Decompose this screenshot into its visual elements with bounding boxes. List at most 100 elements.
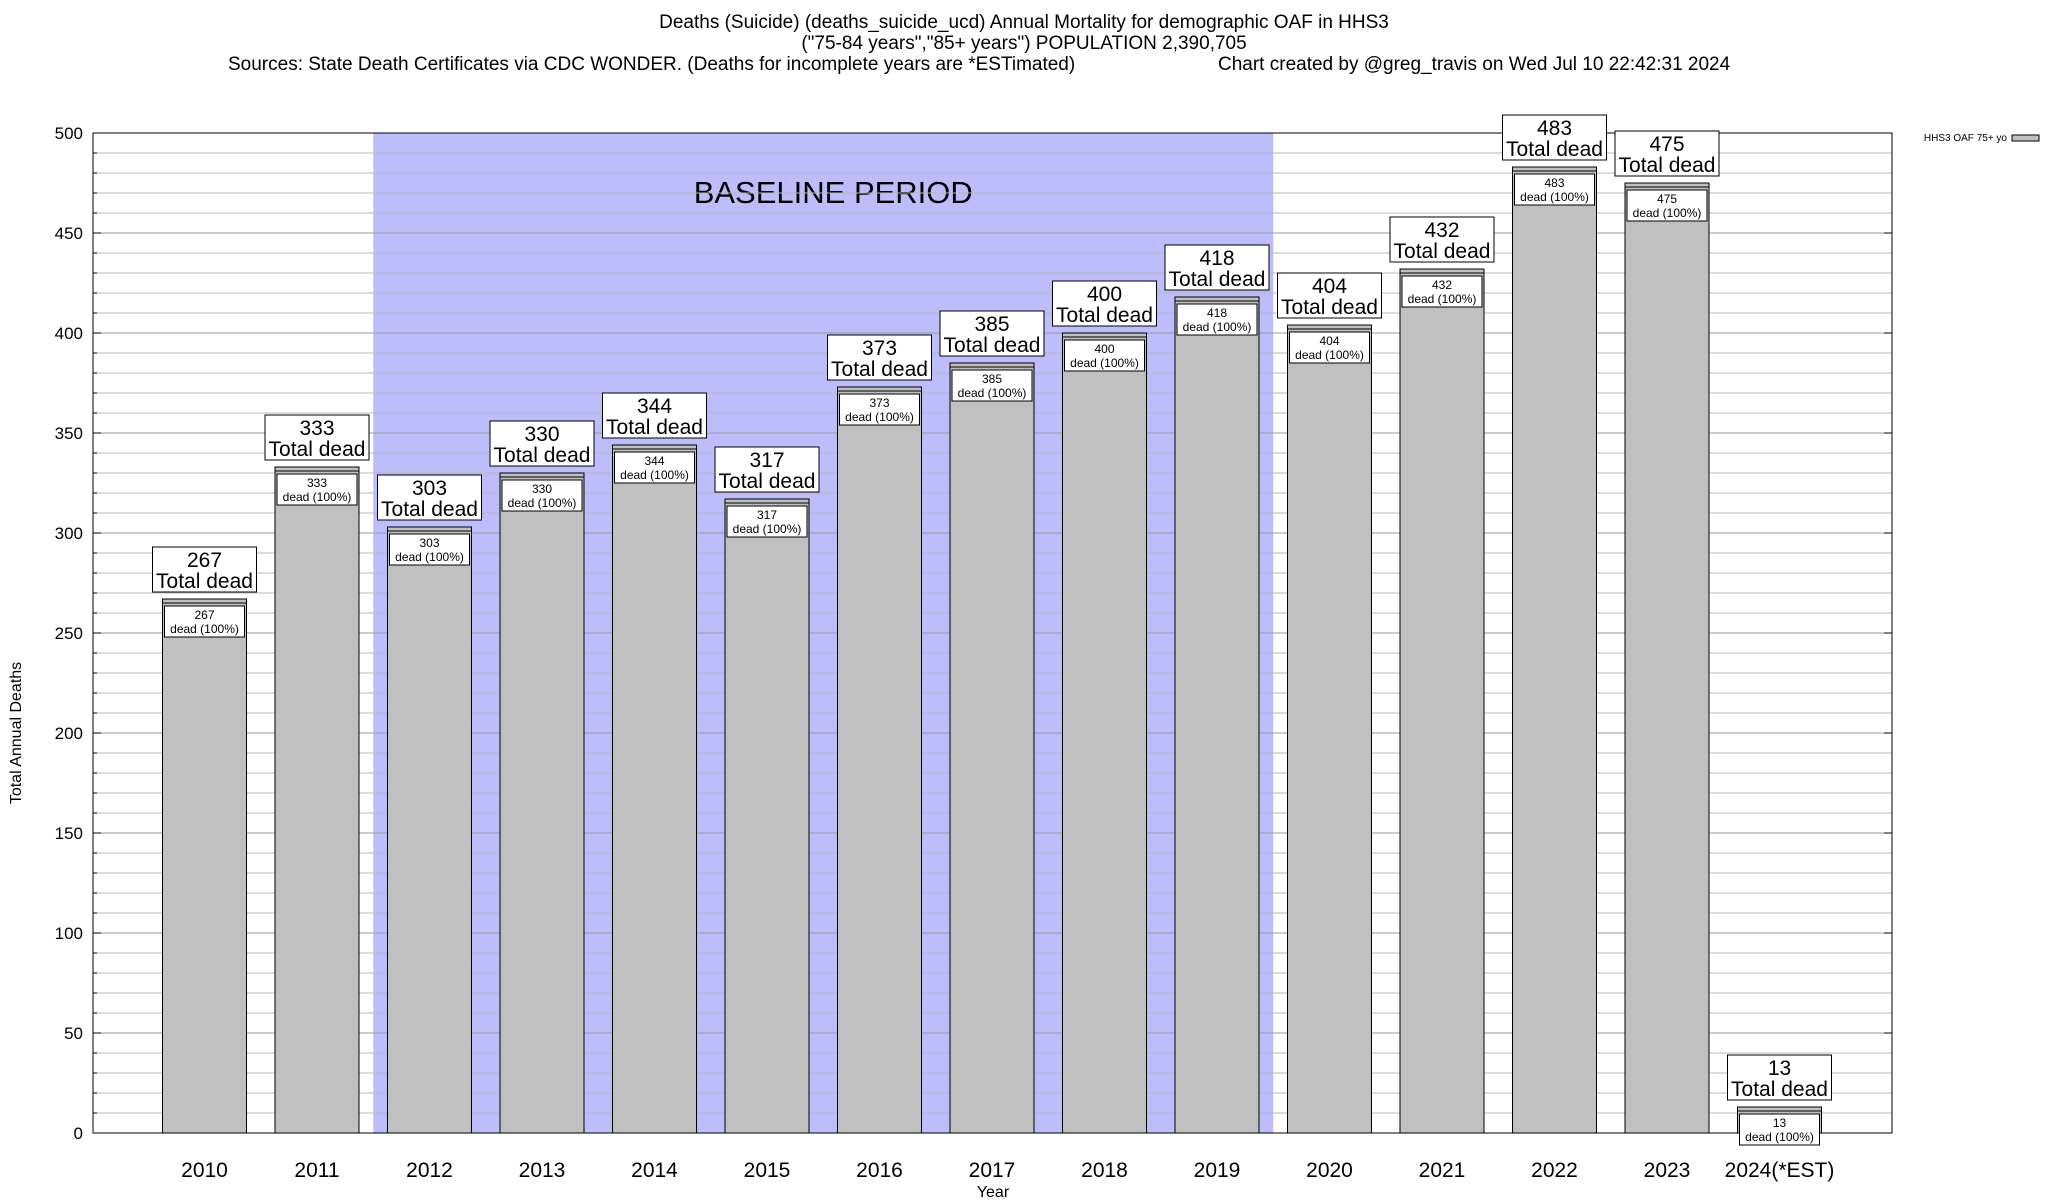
y-tick-label: 50 [64, 1024, 83, 1043]
inner-label-box [1176, 303, 1258, 336]
x-tick-label: 2018 [1081, 1159, 1128, 1182]
inner-label-box [951, 369, 1033, 402]
inner-label-text: dead (100%) [845, 410, 914, 424]
inner-label-text: dead (100%) [395, 550, 464, 564]
total-label-text: Total dead [1281, 296, 1378, 319]
x-tick-label: 2022 [1531, 1159, 1578, 1182]
total-label-text: Total dead [1394, 240, 1491, 263]
total-label-text: Total dead [269, 438, 366, 461]
inner-label-box [389, 533, 470, 566]
total-label-box [377, 474, 482, 521]
inner-label-value: 483 [1544, 176, 1564, 190]
x-tick-label: 2014 [631, 1159, 678, 1182]
inner-label-box [614, 451, 695, 484]
total-label-value: 404 [1312, 275, 1347, 298]
inner-label-text: dead (100%) [1295, 348, 1364, 362]
total-label-text: Total dead [1731, 1078, 1828, 1101]
y-tick-label: 400 [55, 324, 83, 343]
inner-label-value: 385 [982, 372, 1002, 386]
bar-2014 [612, 444, 697, 1134]
bar-2012 [387, 526, 472, 1134]
y-tick-label: 300 [55, 524, 83, 543]
total-label-text: Total dead [1619, 154, 1716, 177]
total-label-value: 373 [862, 337, 897, 360]
total-label-text: Total dead [944, 334, 1041, 357]
inner-label-text: dead (100%) [1183, 320, 1252, 334]
total-label-text: Total dead [831, 358, 928, 381]
bar-2018 [1062, 332, 1147, 1134]
total-label-box [264, 414, 370, 461]
total-label-box [1614, 130, 1720, 177]
total-label-value: 418 [1199, 247, 1234, 270]
inner-label-text: dead (100%) [1745, 1130, 1814, 1144]
x-tick-label: 2013 [519, 1159, 566, 1182]
x-tick-label: 2016 [856, 1159, 903, 1182]
total-label-box [152, 546, 257, 593]
legend-swatch [2011, 134, 2040, 142]
inner-label-value: 344 [644, 454, 664, 468]
bar-2010 [162, 598, 247, 1134]
total-label-value: 13 [1768, 1057, 1791, 1080]
chart-source-line: Sources: State Death Certificates via CD… [0, 54, 2048, 75]
x-tick-label: 2012 [406, 1159, 453, 1182]
chart-subtitle: ("75-84 years","85+ years") POPULATION 2… [801, 33, 1247, 54]
inner-label-value: 333 [307, 476, 327, 490]
inner-label-text: dead (100%) [620, 468, 689, 482]
total-label-box [827, 334, 932, 381]
inner-label-text: dead (100%) [1520, 190, 1589, 204]
y-tick-label: 0 [74, 1124, 83, 1143]
total-label-box [1052, 280, 1157, 327]
inner-label-value: 404 [1319, 334, 1339, 348]
inner-label-text: dead (100%) [1408, 292, 1477, 306]
inner-label-value: 330 [532, 482, 552, 496]
total-label-value: 385 [974, 313, 1009, 336]
x-tick-label: 2010 [181, 1159, 228, 1182]
inner-label-text: dead (100%) [170, 622, 239, 636]
inner-label-text: dead (100%) [508, 496, 577, 510]
total-label-box [1727, 1054, 1832, 1101]
inner-label-text: dead (100%) [283, 490, 352, 504]
total-label-box [602, 392, 707, 439]
chart-title: Deaths (Suicide) (deaths_suicide_ucd) An… [659, 12, 1389, 33]
inner-label-box [164, 605, 245, 638]
bar-2020 [1287, 324, 1372, 1134]
y-tick-label: 100 [55, 924, 83, 943]
total-label-text: Total dead [1169, 268, 1266, 291]
inner-label-box [726, 505, 808, 538]
total-label-text: Total dead [1506, 138, 1603, 161]
total-label-value: 475 [1649, 133, 1684, 156]
bar-2021 [1399, 268, 1485, 1134]
inner-label-box [839, 393, 920, 426]
inner-label-value: 373 [869, 396, 889, 410]
y-tick-label: 500 [55, 124, 83, 143]
bar-2022 [1512, 166, 1597, 1134]
total-label-text: Total dead [719, 470, 816, 493]
inner-label-value: 13 [1773, 1116, 1787, 1130]
chart-sources: Sources: State Death Certificates via CD… [228, 54, 1076, 75]
x-tick-label: 2019 [1194, 1159, 1241, 1182]
x-tick-label: 2015 [744, 1159, 791, 1182]
total-label-box [714, 446, 820, 493]
x-tick-label: 2020 [1306, 1159, 1353, 1182]
inner-label-value: 303 [419, 536, 439, 550]
total-label-box [1502, 114, 1607, 161]
total-label-box [1164, 244, 1270, 291]
bar-2023 [1624, 182, 1710, 1134]
inner-label-box [276, 473, 358, 506]
x-tick-label: 2024(*EST) [1725, 1159, 1835, 1182]
total-label-box [1389, 216, 1495, 263]
y-tick-label: 150 [55, 824, 83, 843]
chart-credit: Chart created by @greg_travis on Wed Jul… [1218, 54, 1731, 75]
total-label-value: 344 [637, 395, 672, 418]
inner-label-text: dead (100%) [1633, 206, 1702, 220]
total-label-text: Total dead [381, 498, 478, 521]
y-tick-label: 250 [55, 624, 83, 643]
x-tick-label: 2011 [294, 1159, 339, 1182]
total-label-value: 400 [1087, 283, 1122, 306]
y-tick-label: 450 [55, 224, 83, 243]
total-label-value: 317 [749, 449, 784, 472]
y-tick-label: 200 [55, 724, 83, 743]
total-label-text: Total dead [606, 416, 703, 439]
inner-label-text: dead (100%) [1070, 356, 1139, 370]
